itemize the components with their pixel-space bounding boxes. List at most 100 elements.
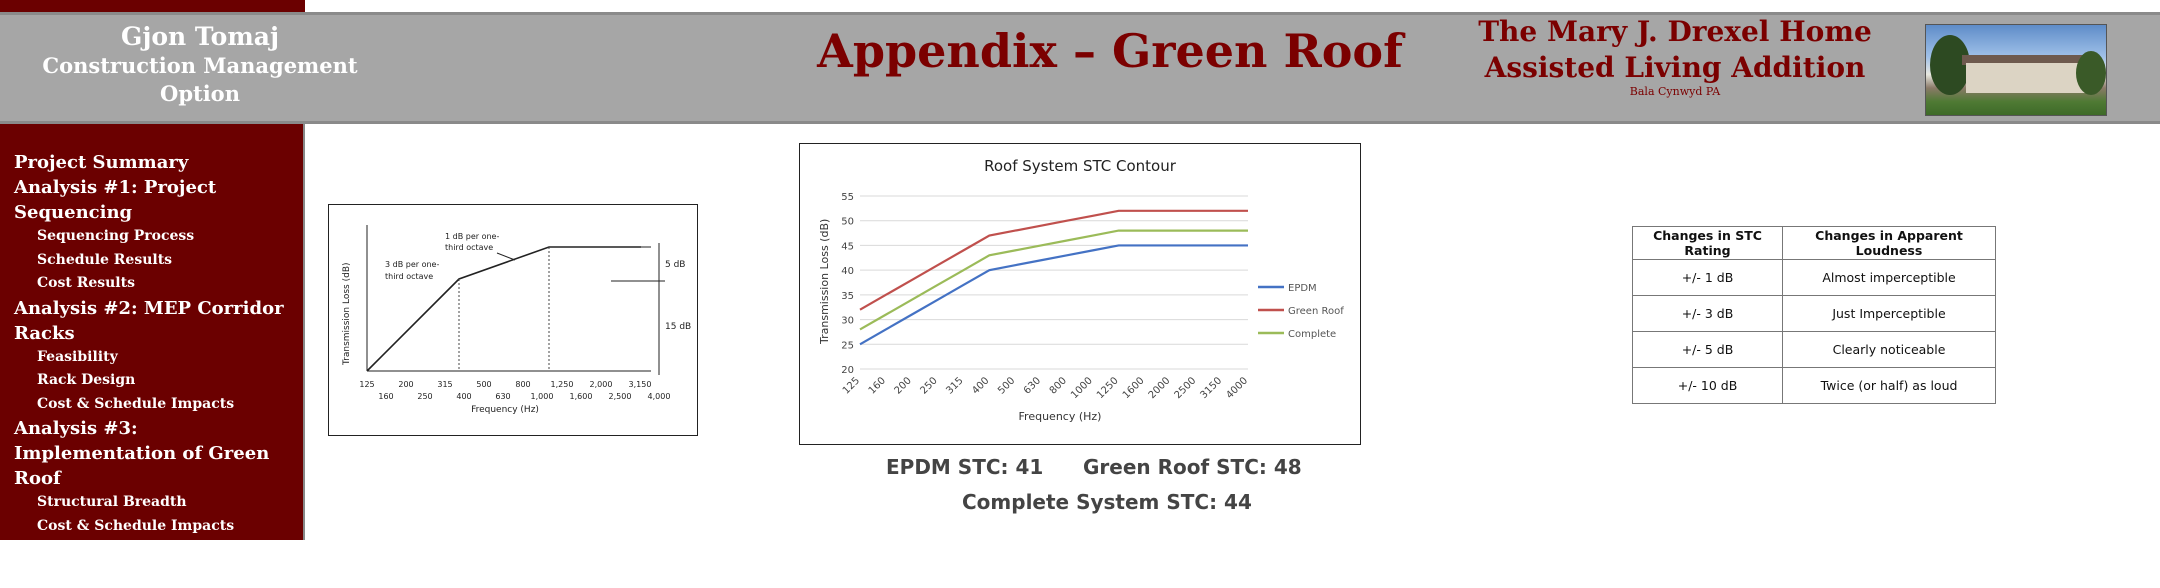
green-roof-stc-result: Green Roof STC: 48 [1083, 455, 1302, 479]
table-cell-loudness: Just Imperceptible [1782, 295, 1996, 332]
legend-label: EPDM [1288, 283, 1317, 294]
chart-y-ticks: 20 25 30 35 40 45 50 55 [841, 192, 854, 376]
table-cell-stc: +/- 3 dB [1632, 295, 1783, 332]
chart-series-line-complete [859, 229, 1248, 331]
page-title: Appendix – Green Roof [817, 24, 1403, 78]
diagram-tick-label: 2,000 [590, 380, 613, 389]
sidebar-item[interactable]: Acknowledgements [14, 565, 209, 586]
chart-grid [860, 195, 1248, 370]
chart-y-tick-label: 55 [841, 192, 854, 203]
diagram-tick-label: 3,150 [629, 380, 652, 389]
annot-3db-l2: third octave [385, 272, 433, 281]
sidebar-subitem[interactable]: Cost Results [37, 275, 135, 291]
annot-1db-l1: 1 dB per one- [445, 232, 499, 241]
photo-roof [1962, 55, 2090, 65]
table-cell-stc: +/- 5 dB [1632, 331, 1783, 368]
chart-series [859, 209, 1248, 346]
project-location: Bala Cynwyd PA [1629, 85, 1721, 98]
sidebar-item[interactable]: Final Recommendations [14, 540, 259, 561]
table-header-stc: Changes in STC Rating [1632, 226, 1783, 260]
stc-contour-svg: 5 dB 15 dB 1 dB per one- third octave 3 … [342, 225, 691, 415]
chart-x-tick-label: 400 [970, 375, 991, 396]
sidebar-item[interactable]: Analysis #2: MEP Corridor Racks [14, 297, 284, 344]
chart-x-tick-label: 250 [918, 375, 939, 396]
sidebar-subitem[interactable]: Rack Design [37, 372, 136, 388]
sidebar-subitem[interactable]: Structural Breadth [37, 494, 187, 510]
stc-contour-diagram: 5 dB 15 dB 1 dB per one- third octave 3 … [328, 204, 698, 436]
legend-label: Green Roof [1288, 306, 1344, 317]
table-row: +/- 5 dB Clearly noticeable [1632, 331, 1996, 368]
sidebar-item[interactable]: Analysis #1: Project Sequencing [14, 177, 217, 223]
roof-stc-chart: Roof System STC Contour 20 25 30 35 40 45 50 55… [799, 143, 1361, 445]
diagram-tick-label: 125 [359, 380, 374, 389]
chart-x-tick-label: 630 [1022, 375, 1043, 396]
chart-y-tick-label: 35 [841, 291, 854, 302]
stc-contour-line [366, 246, 641, 372]
diagram-tick-label: 200 [398, 380, 413, 389]
sidebar-subitem[interactable]: Cost & Schedule Impacts [37, 395, 235, 412]
diagram-tick-label: 1,250 [551, 380, 574, 389]
chart-x-tick-label: 200 [893, 375, 914, 396]
top-accent-bar [0, 0, 305, 12]
sidebar: Project Summary Analysis #1: Project Sequ… [0, 124, 305, 586]
chart-series-line-epdm [859, 244, 1248, 346]
table-cell-stc: +/- 1 dB [1632, 259, 1783, 296]
table-row: +/- 3 dB Just Imperceptible [1632, 295, 1996, 332]
photo-building [1966, 63, 2086, 93]
presenter-option: Construction Management Option [42, 53, 358, 106]
diagram-tick-label: 4,000 [648, 392, 671, 401]
chart-x-tick-label: 3150 [1198, 375, 1224, 401]
chart-x-tick-label: 2000 [1147, 375, 1173, 401]
epdm-stc-result: EPDM STC: 41 [886, 455, 1044, 479]
diagram-tick-label: 250 [417, 392, 432, 401]
chart-x-tick-label: 1600 [1121, 375, 1147, 401]
legend-label: Complete [1288, 329, 1336, 340]
sidebar-subitem[interactable]: Schedule Results [37, 251, 173, 268]
chart-x-tick-label: 315 [944, 375, 965, 396]
chart-y-tick-label: 50 [841, 217, 854, 228]
diagram-tick-label: 400 [456, 392, 471, 401]
diagram-tick-label: 315 [437, 380, 452, 389]
table-header-row: Changes in STC Rating Changes in Apparen… [1632, 226, 1996, 260]
diagram-tick-label: 800 [515, 380, 530, 389]
building-photo [1925, 24, 2107, 116]
annot-1db-leader [496, 252, 516, 261]
dim-5db-label: 5 dB [665, 260, 685, 270]
project-title-line1: The Mary J. Drexel Home [1478, 15, 1872, 48]
photo-tree-right [2076, 51, 2106, 95]
annot-1db-l2: third octave [445, 243, 493, 252]
chart-y-tick-label: 40 [841, 266, 854, 277]
chart-legend: EPDM Green Roof Complete [1258, 283, 1344, 340]
complete-stc-result: Complete System STC: 44 [962, 490, 1252, 514]
chart-title: Roof System STC Contour [984, 157, 1177, 175]
sidebar-item[interactable]: Analysis #3: Implementation of Green Roo… [14, 418, 270, 489]
presenter-name: Gjon Tomaj [120, 22, 280, 51]
sidebar-nav: Project Summary Analysis #1: Project Sequ… [14, 150, 299, 588]
presenter-block: Gjon Tomaj Construction Management Optio… [0, 22, 400, 108]
chart-y-tick-label: 45 [841, 241, 854, 252]
diagram-tick-label: 630 [495, 392, 510, 401]
chart-x-tick-label: 125 [841, 375, 862, 396]
sidebar-subitem[interactable]: Sequencing Process [37, 228, 195, 244]
chart-series-line-green-roof [859, 209, 1248, 311]
chart-x-tick-label: 500 [996, 375, 1017, 396]
chart-y-tick-label: 25 [841, 340, 854, 351]
chart-x-tick-label: 1000 [1069, 375, 1095, 401]
chart-x-tick-label: 4000 [1224, 375, 1250, 401]
chart-ylabel: Transmission Loss (dB) [818, 219, 831, 345]
chart-x-tick-label: 2500 [1173, 375, 1199, 401]
header-bar [0, 12, 2160, 124]
sidebar-subitem[interactable]: Feasibility [37, 348, 118, 365]
diagram-xlabel: Frequency (Hz) [471, 405, 539, 415]
chart-y-tick-label: 30 [841, 316, 854, 327]
table-row: +/- 10 dB Twice (or half) as loud [1632, 367, 1996, 404]
sidebar-item[interactable]: Project Summary [14, 152, 189, 173]
diagram-tick-label: 1,000 [531, 392, 554, 401]
photo-tree [1930, 35, 1970, 95]
chart-xlabel: Frequency (Hz) [1019, 410, 1102, 423]
top-strip [0, 0, 2160, 12]
project-title-line2: Assisted Living Addition [1484, 51, 1866, 84]
chart-y-tick-label: 20 [841, 365, 854, 376]
sidebar-subitem[interactable]: Cost & Schedule Impacts [37, 517, 235, 534]
